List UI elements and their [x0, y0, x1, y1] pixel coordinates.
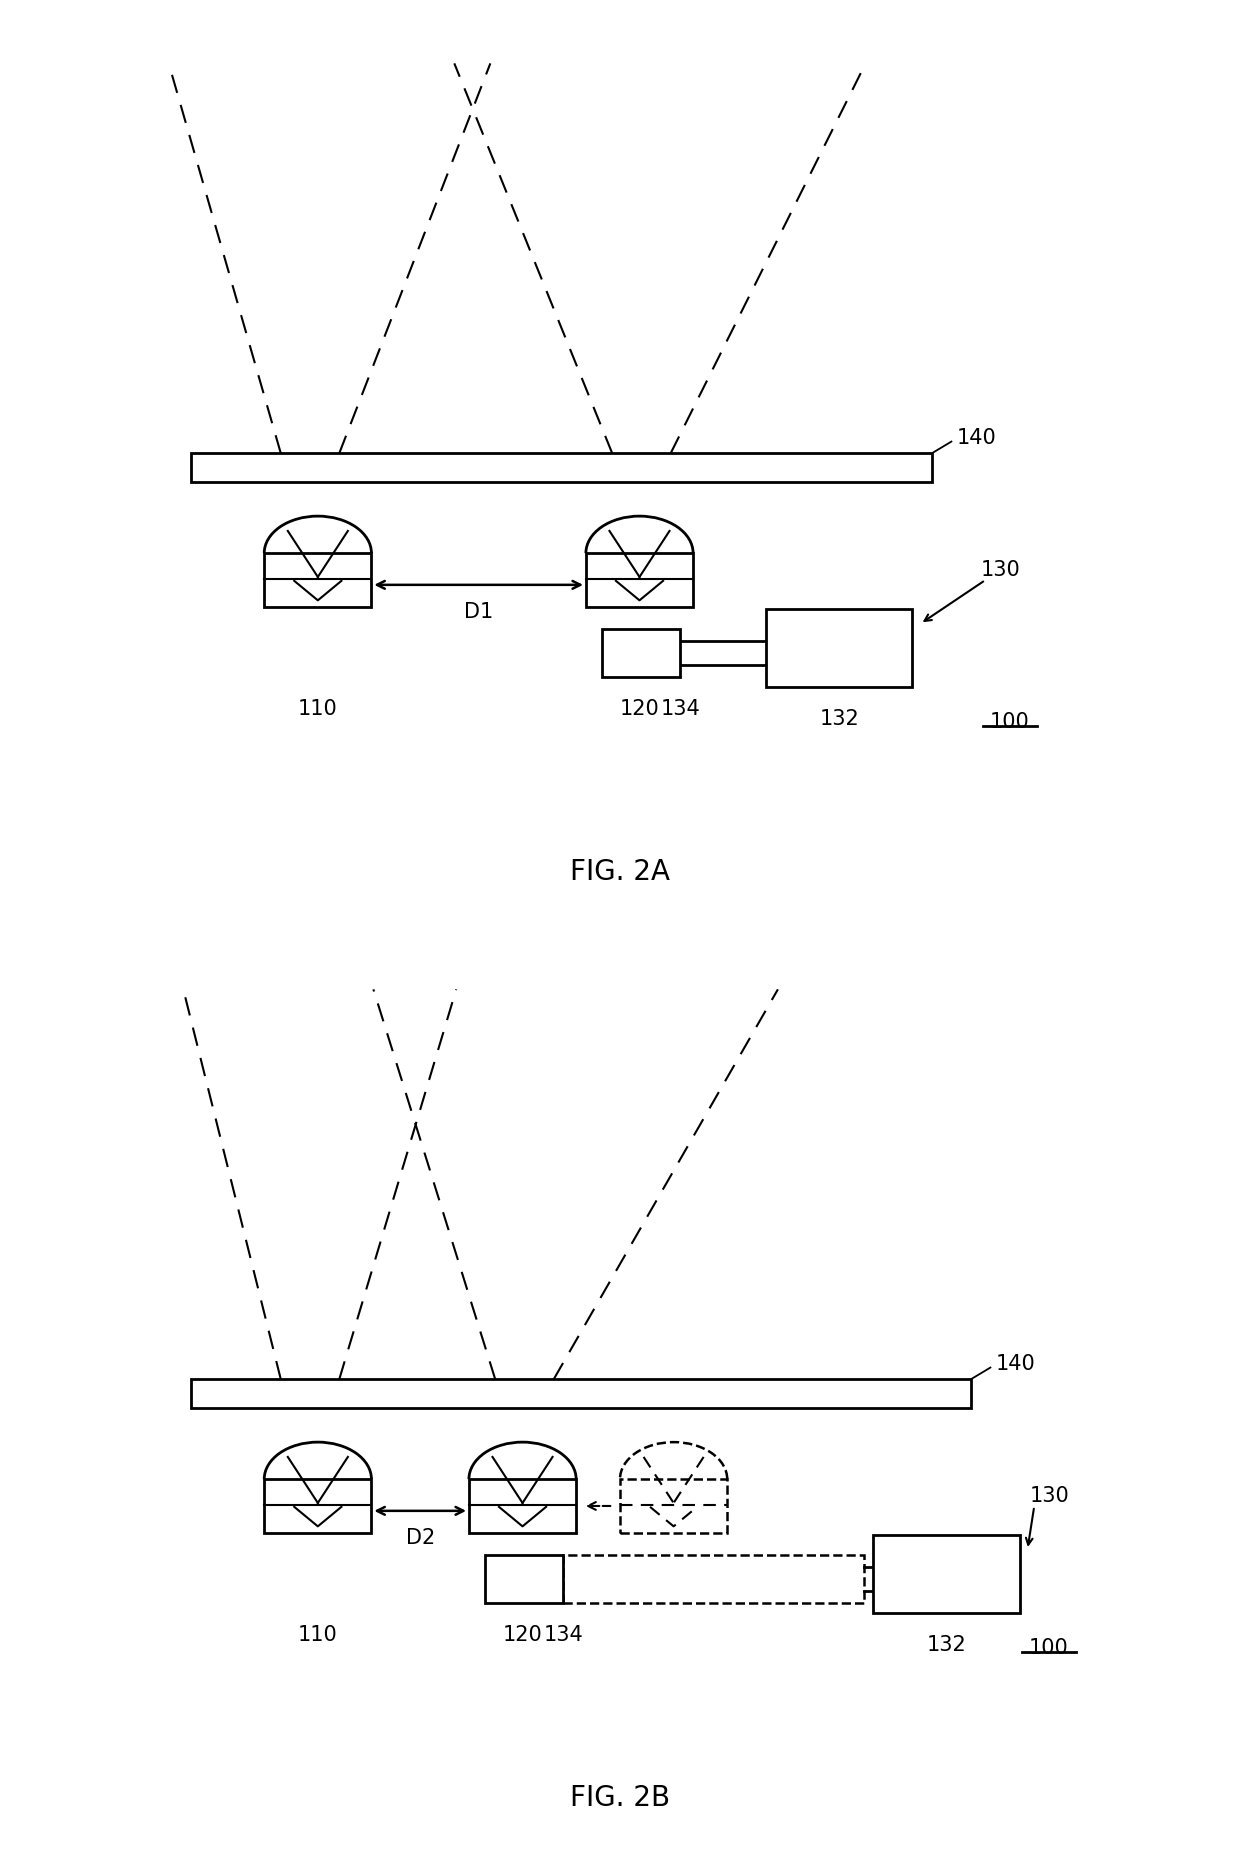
Text: 140: 140: [996, 1354, 1035, 1374]
Text: 134: 134: [543, 1624, 583, 1645]
Text: D2: D2: [405, 1528, 435, 1548]
Text: FIG. 2B: FIG. 2B: [570, 1783, 670, 1813]
Bar: [191, 1380, 971, 1409]
Bar: [766, 609, 913, 687]
Text: D1: D1: [464, 602, 494, 622]
Bar: [873, 1535, 1019, 1613]
Text: 110: 110: [298, 1624, 337, 1645]
Text: 100: 100: [990, 711, 1029, 732]
Text: 120: 120: [620, 698, 660, 719]
Text: 134: 134: [661, 698, 701, 719]
Bar: [469, 1480, 577, 1533]
Text: 132: 132: [926, 1635, 966, 1654]
Bar: [620, 1480, 727, 1533]
Bar: [191, 454, 932, 483]
Text: 132: 132: [820, 709, 859, 728]
Bar: [264, 1480, 372, 1533]
Text: 130: 130: [981, 559, 1021, 580]
Bar: [264, 554, 372, 607]
Text: 140: 140: [956, 428, 996, 448]
Bar: [563, 1554, 864, 1604]
Text: 120: 120: [502, 1624, 542, 1645]
Text: FIG. 2A: FIG. 2A: [570, 857, 670, 887]
Text: 110: 110: [298, 698, 337, 719]
Bar: [585, 554, 693, 607]
Text: 130: 130: [1029, 1485, 1069, 1506]
Text: 100: 100: [1029, 1637, 1069, 1658]
Bar: [603, 628, 681, 678]
Bar: [486, 1554, 563, 1604]
